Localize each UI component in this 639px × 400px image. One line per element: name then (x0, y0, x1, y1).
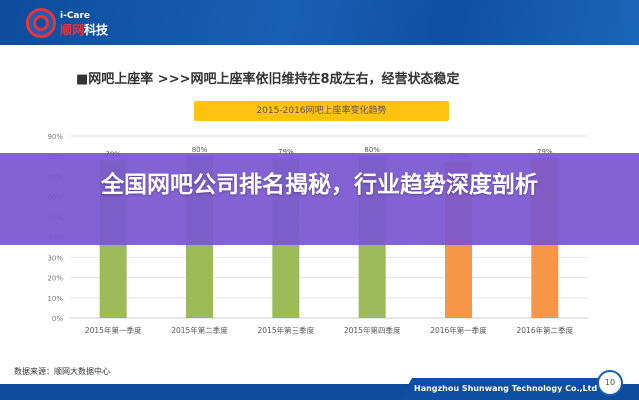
y-tick-label: 20% (47, 275, 63, 283)
y-tick-label: 90% (47, 133, 63, 141)
x-tick-label: 2016年第二季度 (517, 325, 574, 335)
logo-cn-red: 顺网 (60, 23, 85, 37)
logo-target-icon (26, 8, 56, 38)
slide-header: i-Care 顺网科技 (0, 0, 639, 45)
data-source: 数据来源：顺网大数据中心 (14, 367, 110, 376)
page-number: 10 (597, 370, 623, 396)
x-tick-label: 2015年第四季度 (344, 325, 401, 335)
x-tick-label: 2015年第二季度 (171, 325, 228, 335)
data-label: 80% (364, 146, 380, 154)
logo-en: i-Care (60, 11, 91, 21)
slide-title: ■网吧上座率 >>>网吧上座率依旧维持在8成左右，经营状态稳定 (76, 72, 460, 87)
y-tick-label: 0% (52, 315, 63, 323)
logo: i-Care 顺网科技 (26, 8, 108, 38)
article-title-banner: 全国网吧公司排名揭秘，行业趋势深度剖析 (0, 153, 639, 245)
data-label: 79% (278, 148, 294, 156)
x-tick-label: 2015年第一季度 (85, 325, 142, 335)
company-name: Hangzhou Shunwang Technology Co.,Ltd (400, 378, 600, 400)
data-label: 79% (537, 148, 553, 156)
y-tick-label: 10% (47, 295, 63, 303)
chart-title: 2015-2016网吧上座率变化趋势 (194, 101, 449, 121)
logo-cn: 科技 (84, 23, 109, 37)
x-tick-label: 2015年第三季度 (258, 325, 315, 335)
y-tick-label: 30% (47, 254, 63, 262)
article-title: 全国网吧公司排名揭秘，行业趋势深度剖析 (101, 172, 538, 198)
x-tick-label: 2016年第一季度 (430, 325, 487, 335)
data-label: 80% (192, 146, 208, 154)
